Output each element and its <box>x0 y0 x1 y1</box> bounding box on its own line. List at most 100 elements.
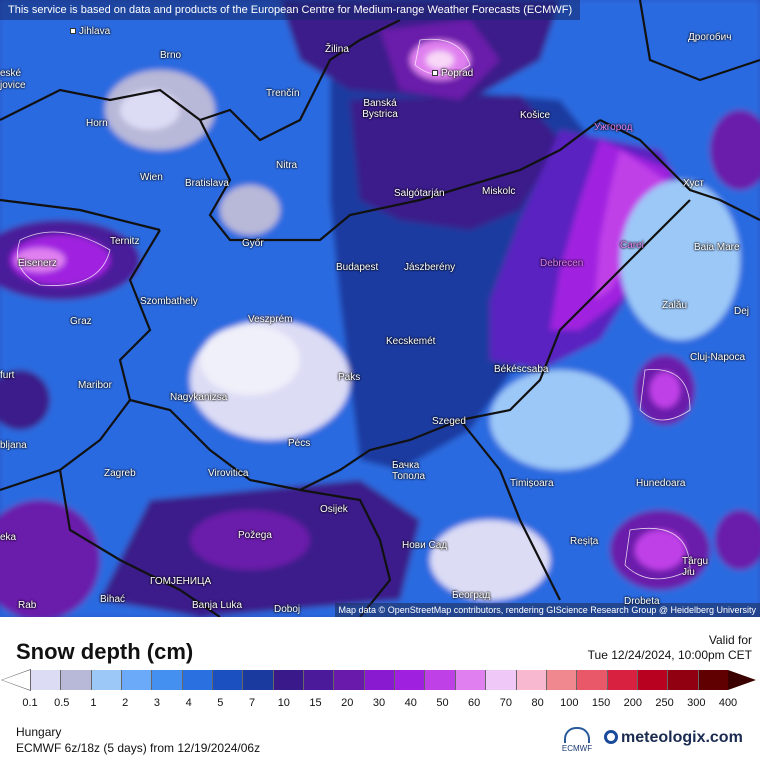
scale-swatch <box>485 670 516 690</box>
scale-tick-label: 15 <box>309 697 322 709</box>
city-label[interactable]: Baia Mare <box>694 242 740 253</box>
city-label[interactable]: Banja Luka <box>192 600 243 611</box>
city-marker-icon <box>432 70 438 77</box>
scale-swatch <box>272 670 304 690</box>
meteologix-logo[interactable]: meteologix.com <box>604 729 743 747</box>
city-label[interactable]: Дрогобич <box>688 32 732 43</box>
edge-label: furt <box>0 370 15 381</box>
city-label[interactable]: Timișoara <box>510 478 554 489</box>
city-label[interactable]: Salgótarján <box>394 188 445 199</box>
scale-swatch <box>576 670 607 690</box>
city-label[interactable]: Virovitica <box>208 468 249 479</box>
ecmwf-notice: This service is based on data and produc… <box>0 0 581 20</box>
city-label[interactable]: Maribor <box>78 380 112 391</box>
city-label[interactable]: Žilina <box>325 44 349 55</box>
scale-ticks: 0.1 0.5 1 2 3 4 5 7 10 15 20 30 40 50 60 70 80 100 150 200 2… <box>16 697 746 711</box>
city-label[interactable]: Osijek <box>320 504 348 515</box>
city-label[interactable]: Nitra <box>276 160 298 171</box>
edge-label: eka <box>0 532 17 543</box>
city-label[interactable]: Veszprém <box>248 314 293 325</box>
city-label[interactable]: Cluj-Napoca <box>690 352 746 363</box>
scale-tick-label: 80 <box>531 697 544 709</box>
city-label[interactable]: Debrecen <box>540 258 584 269</box>
scale-tick-label: 100 <box>560 697 579 709</box>
city-marker-icon <box>70 28 76 35</box>
city-label[interactable]: Pécs <box>288 438 311 449</box>
scale-swatch <box>60 670 91 690</box>
scale-tick-label: 5 <box>217 697 224 709</box>
city-label[interactable]: Reșița <box>570 536 599 547</box>
valid-time: Tue 12/24/2024, 10:00pm CET <box>587 648 752 662</box>
scale-tick-label: 0.5 <box>54 697 70 709</box>
scale-swatch <box>121 670 152 690</box>
city-label[interactable]: Zagreb <box>104 468 136 479</box>
city-label[interactable]: Požega <box>238 530 272 541</box>
scale-swatch <box>515 670 546 690</box>
scale-tick-label: 40 <box>404 697 417 709</box>
meteologix-logo-icon <box>604 730 618 744</box>
scale-tick-label: 200 <box>623 697 642 709</box>
scale-swatch <box>303 670 334 690</box>
ecmwf-logo[interactable]: ECMWF <box>560 727 594 753</box>
city-label[interactable]: Bratislava <box>185 178 229 189</box>
city-label[interactable]: Eisenerz <box>18 258 57 269</box>
scale-tick-label: 50 <box>436 697 449 709</box>
scale-tick-label: 7 <box>249 697 256 709</box>
scale-tick-label: 150 <box>591 697 611 709</box>
city-label[interactable]: Brno <box>160 50 182 61</box>
city-label[interactable]: Jászberény <box>404 262 456 273</box>
scale-tick-label: 10 <box>277 697 290 709</box>
city-label[interactable]: Győr <box>242 238 264 249</box>
scale-tick-label: 70 <box>499 697 513 709</box>
city-label[interactable]: Zalău <box>662 300 688 311</box>
color-scale <box>30 670 728 690</box>
city-label[interactable]: Banská Bystrica <box>362 98 398 120</box>
city-label[interactable]: Ужгород <box>594 122 633 133</box>
city-label[interactable]: Szombathely <box>140 296 198 307</box>
legend-panel: Snow depth (cm) Valid for Tue 12/24/2024… <box>0 617 760 760</box>
city-label[interactable]: Békéscsaba <box>494 364 549 375</box>
city-label[interactable]: Хуст <box>683 178 704 189</box>
scale-tick-label: 60 <box>468 697 481 709</box>
edge-label: eské <box>0 68 22 79</box>
city-label[interactable]: Dej <box>734 306 750 317</box>
scale-tick-label: 2 <box>122 697 129 709</box>
city-label[interactable]: Bihać <box>100 594 126 605</box>
city-label[interactable]: Miskolc <box>482 186 516 197</box>
city-label[interactable]: Ternitz <box>110 236 140 247</box>
city-label[interactable]: Budapest <box>336 262 379 273</box>
contour-lines <box>17 38 691 580</box>
city-label[interactable]: Târgu Jiu <box>682 556 709 578</box>
scale-tick-label: 3 <box>153 697 160 709</box>
city-label[interactable]: Нови Сад <box>402 540 448 551</box>
scale-tick-label: 300 <box>687 697 706 709</box>
snow-depth-map[interactable]: This service is based on data and produc… <box>0 0 760 617</box>
city-label[interactable]: Nagykanizsa <box>170 392 228 403</box>
scale-swatch <box>212 670 243 690</box>
city-label[interactable]: ГОМЈЕНИЦА <box>150 576 212 587</box>
city-label[interactable]: Бачка Топола <box>392 460 426 482</box>
city-label[interactable]: Jihlava <box>70 26 110 37</box>
scale-swatch <box>667 670 698 690</box>
city-label[interactable]: Kecskemét <box>386 336 436 347</box>
edge-label: Rab <box>18 600 37 611</box>
scale-swatch <box>242 670 273 690</box>
scale-swatch <box>697 670 728 690</box>
city-label[interactable]: Horn <box>86 118 108 129</box>
city-label[interactable]: Paks <box>338 372 361 383</box>
city-label[interactable]: Košice <box>520 110 551 121</box>
valid-label: Valid for <box>708 633 752 647</box>
city-label[interactable]: Drobeta <box>624 596 660 607</box>
scale-swatch <box>181 670 213 690</box>
city-label[interactable]: Szeged <box>432 416 466 427</box>
city-label[interactable]: Hunedoara <box>636 478 686 489</box>
city-label[interactable]: Poprad <box>432 68 473 79</box>
scale-swatch <box>394 670 425 690</box>
city-label[interactable]: Trenčín <box>266 88 300 99</box>
city-label[interactable]: Graz <box>70 316 92 327</box>
city-label[interactable]: Doboj <box>274 604 301 615</box>
city-label[interactable]: Wien <box>140 172 163 183</box>
city-label[interactable]: Carei <box>620 240 644 251</box>
city-label[interactable]: Београд <box>452 590 491 601</box>
snow-depth-field <box>0 0 760 617</box>
